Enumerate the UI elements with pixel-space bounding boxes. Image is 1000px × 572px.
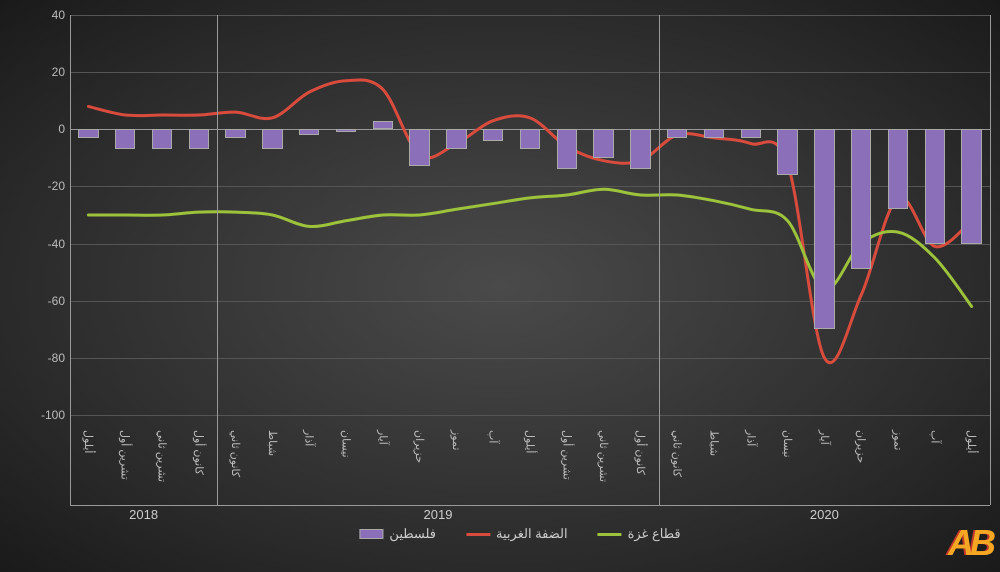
month-label: أيلول — [524, 430, 537, 453]
legend-item-green: قطاع غزة — [598, 526, 681, 542]
y-tick-label: -60 — [48, 294, 65, 308]
axis-border — [70, 15, 71, 505]
bar — [409, 129, 429, 166]
legend-swatch-red — [466, 533, 490, 536]
y-tick-label: -80 — [48, 351, 65, 365]
month-label: شباط — [266, 430, 279, 456]
month-label: حزيران — [413, 430, 426, 463]
month-label: تشرين أول — [119, 430, 132, 480]
year-label: 2019 — [424, 507, 453, 522]
month-label: حزيران — [855, 430, 868, 463]
bar — [667, 129, 687, 138]
legend-label-bar: فلسطين — [389, 526, 436, 542]
month-label: آذار — [303, 430, 316, 446]
bar — [446, 129, 466, 149]
month-label: كانون أول — [634, 430, 647, 475]
bar — [483, 129, 503, 140]
month-label: أيلول — [965, 430, 978, 453]
bar — [630, 129, 650, 169]
month-label: كانون ثاني — [229, 430, 242, 477]
bar — [299, 129, 319, 135]
bar — [851, 129, 871, 269]
month-label: آيار — [376, 430, 389, 445]
y-tick-label: -100 — [41, 408, 65, 422]
bar — [593, 129, 613, 158]
bar — [961, 129, 981, 243]
year-separator — [217, 15, 218, 505]
logo: AB — [948, 522, 992, 564]
bar — [262, 129, 282, 149]
year-label: 2020 — [810, 507, 839, 522]
y-tick-label: -40 — [48, 237, 65, 251]
y-tick-label: -20 — [48, 179, 65, 193]
bar — [888, 129, 908, 209]
bar — [225, 129, 245, 138]
month-label: تموز — [450, 430, 463, 450]
month-label: تشرين أول — [560, 430, 573, 480]
month-label: آيار — [818, 430, 831, 445]
bar — [152, 129, 172, 149]
bar — [704, 129, 724, 138]
bar — [78, 129, 98, 138]
legend-label-green: قطاع غزة — [628, 526, 681, 542]
year-label: 2018 — [129, 507, 158, 522]
legend-swatch-green — [598, 533, 622, 536]
y-tick-label: 40 — [52, 8, 65, 22]
bar — [777, 129, 797, 175]
bar — [115, 129, 135, 149]
month-label: نيسان — [781, 430, 794, 458]
legend-label-red: الضفة الغربية — [496, 526, 568, 542]
legend-item-bar: فلسطين — [359, 526, 436, 542]
bar — [557, 129, 577, 169]
legend: فلسطين الضفة الغربية قطاع غزة — [359, 526, 680, 542]
month-label: كانون ثاني — [671, 430, 684, 477]
bar — [741, 129, 761, 138]
y-tick-label: 0 — [58, 122, 65, 136]
bar — [189, 129, 209, 149]
month-label: آب — [487, 430, 500, 443]
red-line — [88, 80, 971, 363]
legend-item-red: الضفة الغربية — [466, 526, 568, 542]
month-label: آب — [928, 430, 941, 443]
month-label: كانون أول — [192, 430, 205, 475]
month-label: شباط — [708, 430, 721, 456]
month-label: تشرين ثاني — [156, 430, 169, 482]
year-separator — [659, 15, 660, 505]
month-label: آذار — [744, 430, 757, 446]
month-label: تموز — [892, 430, 905, 450]
plot-area: 40200-20-40-60-80-100أيلولتشرين أولتشرين… — [70, 15, 990, 415]
month-label: نيسان — [340, 430, 353, 458]
legend-swatch-bar — [359, 529, 383, 539]
bar — [814, 129, 834, 329]
bar — [336, 129, 356, 132]
bar — [520, 129, 540, 149]
month-label: تشرين ثاني — [597, 430, 610, 482]
chart: 40200-20-40-60-80-100أيلولتشرين أولتشرين… — [50, 10, 990, 550]
axis-border — [990, 15, 991, 505]
green-line — [88, 189, 971, 306]
gridline — [70, 415, 990, 416]
y-tick-label: 20 — [52, 65, 65, 79]
bar — [925, 129, 945, 243]
month-label: أيلول — [82, 430, 95, 453]
bar — [373, 121, 393, 130]
